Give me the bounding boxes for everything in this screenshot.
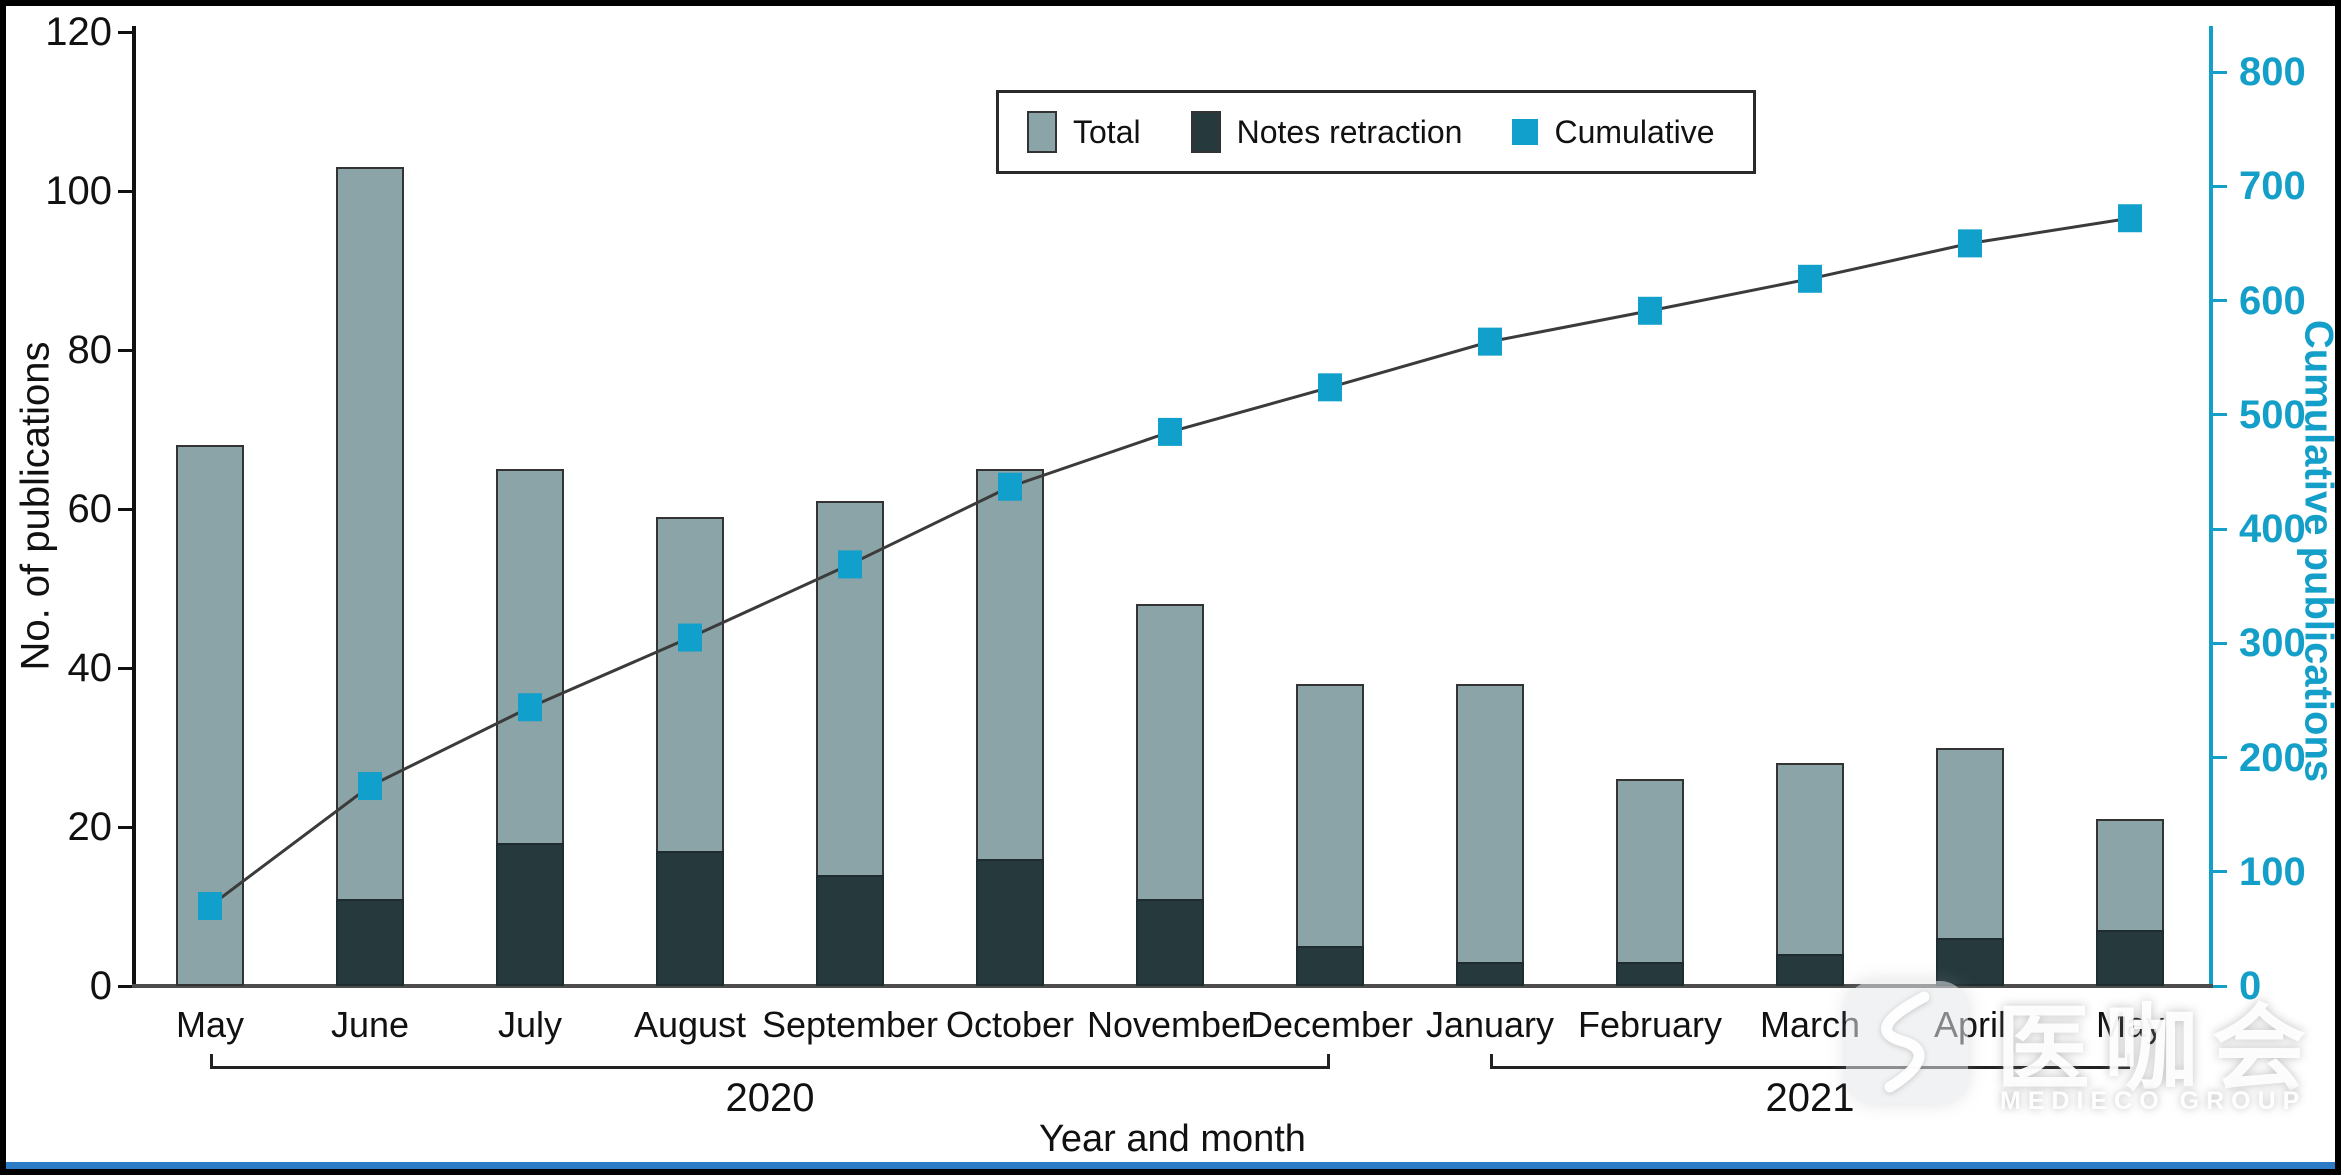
legend-label: Notes retraction: [1236, 113, 1463, 150]
bar-total-December-7: [1296, 683, 1364, 986]
bar-total-January-8: [1456, 683, 1524, 986]
y-right-tick-label: 700: [2239, 164, 2306, 209]
y-right-tick-label: 300: [2239, 621, 2306, 666]
cumulative-marker-March-10: [1798, 264, 1822, 293]
y-left-tick-label: 60: [67, 487, 113, 531]
month-label-0: May: [175, 1004, 244, 1045]
bar-retraction-February-9: [1616, 962, 1684, 986]
y-right-tick: [2211, 756, 2227, 759]
y-right-tick: [2211, 527, 2227, 531]
bar-total-March-10: [1776, 763, 1844, 986]
cumulative-marker-November-6: [1158, 417, 1182, 446]
legend-label: Total: [1073, 113, 1141, 150]
cumulative-marker-December-7: [1318, 373, 1342, 402]
y-left-tick-label: 20: [67, 805, 113, 849]
month-label-10: March: [1759, 1004, 1861, 1045]
legend-item-total: Total: [1027, 111, 1141, 153]
y-left-tick: [118, 348, 134, 352]
month-label-1: June: [330, 1004, 410, 1045]
month-label-12: May: [2095, 1004, 2164, 1045]
y-right-tick: [2211, 984, 2227, 988]
y-right-tick-label: 100: [2239, 849, 2306, 894]
y-left-tick-label: 0: [89, 964, 112, 1008]
y-left-tick-label: 80: [67, 328, 113, 372]
legend-bar-swatch: [1190, 111, 1221, 153]
y-left-tick-label: 40: [67, 646, 113, 690]
y-left-tick: [118, 825, 134, 829]
bar-retraction-August-3: [656, 850, 724, 986]
y-right-tick-label: 800: [2239, 50, 2306, 94]
bar-retraction-April-11: [1936, 938, 2004, 986]
legend-item-notes-retraction: Notes retraction: [1190, 111, 1463, 153]
y-left-tick: [118, 30, 134, 34]
y-right-tick-label: 0: [2239, 964, 2262, 1008]
bar-total-June-1: [336, 167, 404, 986]
cumulative-marker-January-8: [1478, 327, 1502, 356]
y-left-tick-label: 100: [45, 169, 112, 213]
y-left-tick: [118, 984, 134, 988]
y-axis-right-line: [2209, 26, 2213, 988]
bar-retraction-July-2: [496, 842, 564, 986]
month-label-4: September: [761, 1004, 939, 1045]
year-bracket-2021: [1490, 1054, 2130, 1069]
y-right-tick: [2211, 299, 2227, 302]
legend-square-swatch: [1512, 119, 1539, 145]
month-label-2: July: [497, 1004, 563, 1045]
bar-retraction-May-12: [2096, 930, 2164, 986]
y-left-tick: [118, 666, 134, 670]
bottom-blue-line: [6, 1162, 2335, 1169]
legend-label: Cumulative: [1554, 113, 1715, 150]
year-bracket-2020: [210, 1054, 1330, 1069]
bar-retraction-June-1: [336, 898, 404, 986]
month-label-5: October: [945, 1004, 1075, 1045]
cumulative-marker-February-9: [1638, 296, 1662, 325]
legend: Total Notes retraction Cumulative: [996, 90, 1756, 174]
month-label-7: December: [1246, 1004, 1414, 1045]
bar-retraction-September-4: [816, 874, 884, 986]
bar-retraction-January-8: [1456, 962, 1524, 986]
chart-canvas: No. of publications Cumulative publicati…: [6, 6, 2335, 1169]
y-left-tick-label: 120: [45, 10, 112, 54]
y-right-tick: [2211, 184, 2227, 188]
y-left-tick: [118, 507, 134, 511]
bar-retraction-December-7: [1296, 946, 1364, 986]
y-right-tick: [2211, 413, 2227, 417]
legend-item-cumulative: Cumulative: [1512, 113, 1715, 151]
month-label-8: January: [1425, 1004, 1555, 1045]
x-axis-title: Year and month: [1039, 1118, 1306, 1160]
y-right-tick-label: 500: [2239, 392, 2306, 437]
month-label-3: August: [633, 1004, 747, 1045]
legend-bar-swatch: [1027, 111, 1057, 153]
month-label-6: November: [1086, 1004, 1254, 1045]
month-label-9: February: [1577, 1004, 1723, 1045]
year-label-2020: 2020: [725, 1076, 815, 1120]
bar-total-May-0: [176, 445, 244, 986]
bar-retraction-October-5: [976, 858, 1044, 986]
cumulative-marker-April-11: [1958, 229, 1982, 258]
y-right-tick: [2211, 870, 2227, 874]
y-axis-left-line: [132, 26, 136, 988]
x-axis-line: [132, 984, 2213, 988]
y-right-tick: [2211, 70, 2227, 74]
bar-total-February-9: [1616, 779, 1684, 986]
bar-retraction-March-10: [1776, 954, 1844, 986]
y-right-tick-label: 400: [2239, 507, 2306, 551]
year-label-2021: 2021: [1765, 1076, 1855, 1120]
bar-retraction-November-6: [1136, 898, 1204, 986]
y-right-tick-label: 600: [2239, 278, 2306, 323]
y-right-tick-label: 200: [2239, 735, 2306, 780]
y-right-tick: [2211, 641, 2227, 645]
y-left-tick: [118, 189, 134, 193]
cumulative-marker-May-12: [2118, 204, 2142, 233]
